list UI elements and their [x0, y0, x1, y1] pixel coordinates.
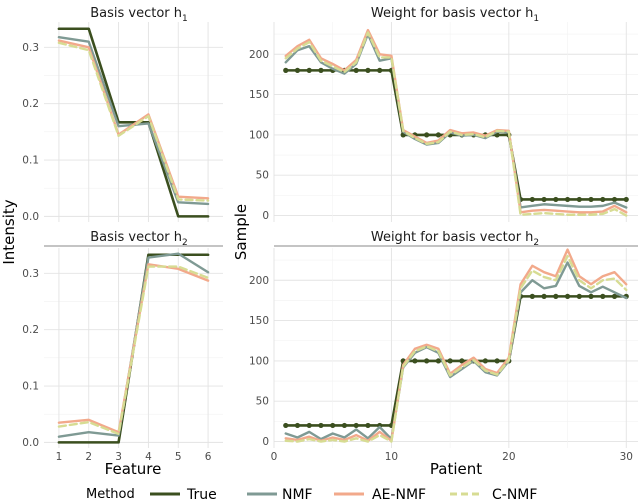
panel-weight-h2: 0 50 100 150 200 0 10 20 30 — [249, 248, 638, 463]
y-tick-label: 0.0 — [22, 211, 39, 223]
x-tick-label: 20 — [502, 451, 515, 463]
y-tick-label: 0.2 — [22, 98, 39, 110]
data-point-true — [611, 293, 618, 299]
legend-label-nmf: NMF — [282, 487, 313, 503]
data-point-true — [341, 422, 348, 429]
series-line-c-nmf — [57, 265, 210, 436]
y-tick-label: 100 — [249, 129, 269, 141]
legend-label-c-nmf: C-NMF — [492, 487, 537, 503]
data-point-true — [283, 422, 289, 429]
panel-title-weight-h1: Weight for basis vector h1 — [371, 6, 539, 24]
data-point-true — [541, 293, 547, 299]
y-axis-label-right: Sample — [232, 204, 250, 260]
data-point-true — [447, 358, 453, 364]
y-tick-label: 0 — [262, 436, 269, 448]
data-point-true — [306, 67, 312, 73]
y-tick-label: 0 — [262, 210, 269, 222]
y-tick-label: 150 — [249, 315, 269, 327]
legend-title: Method — [86, 487, 135, 502]
panel-basis-h2: 0.0 0.1 0.2 0.3 1 2 3 4 5 6 — [22, 248, 223, 463]
data-point-true — [412, 358, 418, 364]
series-line-nmf — [57, 36, 210, 206]
data-point-true — [576, 293, 582, 299]
panel-weight-h1: 0 50 100 150 200 — [249, 22, 638, 222]
series-line-c-nmf — [284, 31, 628, 217]
x-tick-label: 30 — [620, 451, 633, 463]
y-tick-label: 150 — [249, 89, 269, 101]
x-tick-label: 2 — [85, 451, 92, 463]
y-tick-label: 0.1 — [22, 155, 39, 167]
y-tick-label: 200 — [249, 275, 269, 287]
data-point-true — [623, 196, 629, 203]
series-line-c-nmf — [57, 41, 210, 202]
data-point-true — [318, 422, 324, 429]
y-tick-label: 200 — [249, 49, 269, 61]
data-point-true — [330, 422, 336, 429]
panel-title-basis-h2: Basis vector h2 — [90, 230, 188, 248]
x-tick-label: 3 — [115, 451, 122, 463]
data-point-true — [529, 196, 535, 203]
panel-title-weight-h2: Weight for basis vector h2 — [371, 230, 539, 248]
data-point-true — [377, 67, 383, 73]
series-line-c-nmf — [284, 254, 628, 443]
data-point-true — [482, 358, 488, 364]
data-point-true — [529, 293, 535, 299]
data-point-true — [600, 293, 606, 299]
y-tick-label: 50 — [256, 396, 269, 408]
data-point-true — [435, 132, 441, 138]
series-line-nmf — [284, 32, 628, 209]
data-point-true — [459, 358, 465, 364]
legend-label-ae-nmf: AE-NMF — [372, 487, 426, 503]
data-point-true — [365, 422, 371, 429]
legend: Method True NMF AE-NMF C-NMF — [86, 487, 537, 503]
x-tick-label: 10 — [385, 451, 398, 463]
data-point-true — [576, 196, 582, 203]
x-tick-label: 4 — [145, 451, 152, 463]
series-line-ae-nmf — [284, 28, 628, 214]
x-tick-label: 0 — [271, 451, 278, 463]
data-point-true — [435, 358, 441, 364]
y-tick-label: 0.0 — [22, 437, 39, 449]
panel-title-basis-h1: Basis vector h1 — [90, 6, 188, 24]
data-point-true — [553, 293, 559, 299]
data-point-true — [588, 196, 594, 203]
panel-basis-h1: 0.0 0.1 0.2 0.3 — [22, 22, 223, 223]
x-tick-label: 5 — [175, 451, 182, 463]
data-point-true — [294, 67, 301, 73]
data-point-true — [365, 67, 371, 73]
series-line-nmf — [284, 261, 628, 441]
data-point-true — [553, 196, 559, 203]
y-tick-label: 0.3 — [22, 42, 39, 54]
x-tick-label: 1 — [56, 451, 63, 463]
x-axis-label-right: Patient — [430, 460, 482, 478]
data-point-true — [424, 358, 430, 364]
data-point-true — [353, 67, 359, 73]
y-tick-label: 0.2 — [22, 324, 39, 336]
data-point-true — [424, 132, 430, 138]
y-tick-label: 0.3 — [22, 268, 39, 280]
data-point-true — [494, 358, 500, 364]
data-point-true — [306, 422, 312, 429]
data-point-true — [318, 67, 324, 73]
y-axis-label-left: Intensity — [0, 199, 18, 264]
legend-label-true: True — [186, 487, 217, 503]
data-point-true — [588, 293, 594, 299]
data-point-true — [564, 196, 571, 203]
series-line-true — [57, 27, 210, 218]
y-tick-label: 50 — [256, 170, 269, 182]
y-tick-label: 0.1 — [22, 381, 39, 393]
data-point-true — [294, 422, 301, 429]
data-point-true — [600, 196, 606, 203]
data-point-true — [564, 293, 571, 299]
x-axis-label-left: Feature — [105, 460, 162, 478]
series-line-ae-nmf — [284, 248, 628, 442]
data-point-true — [611, 196, 618, 203]
data-point-true — [353, 422, 359, 429]
data-point-true — [541, 196, 547, 203]
y-tick-label: 100 — [249, 355, 269, 367]
x-tick-label: 6 — [205, 451, 212, 463]
series-line-ae-nmf — [57, 39, 210, 200]
data-point-true — [283, 67, 289, 73]
